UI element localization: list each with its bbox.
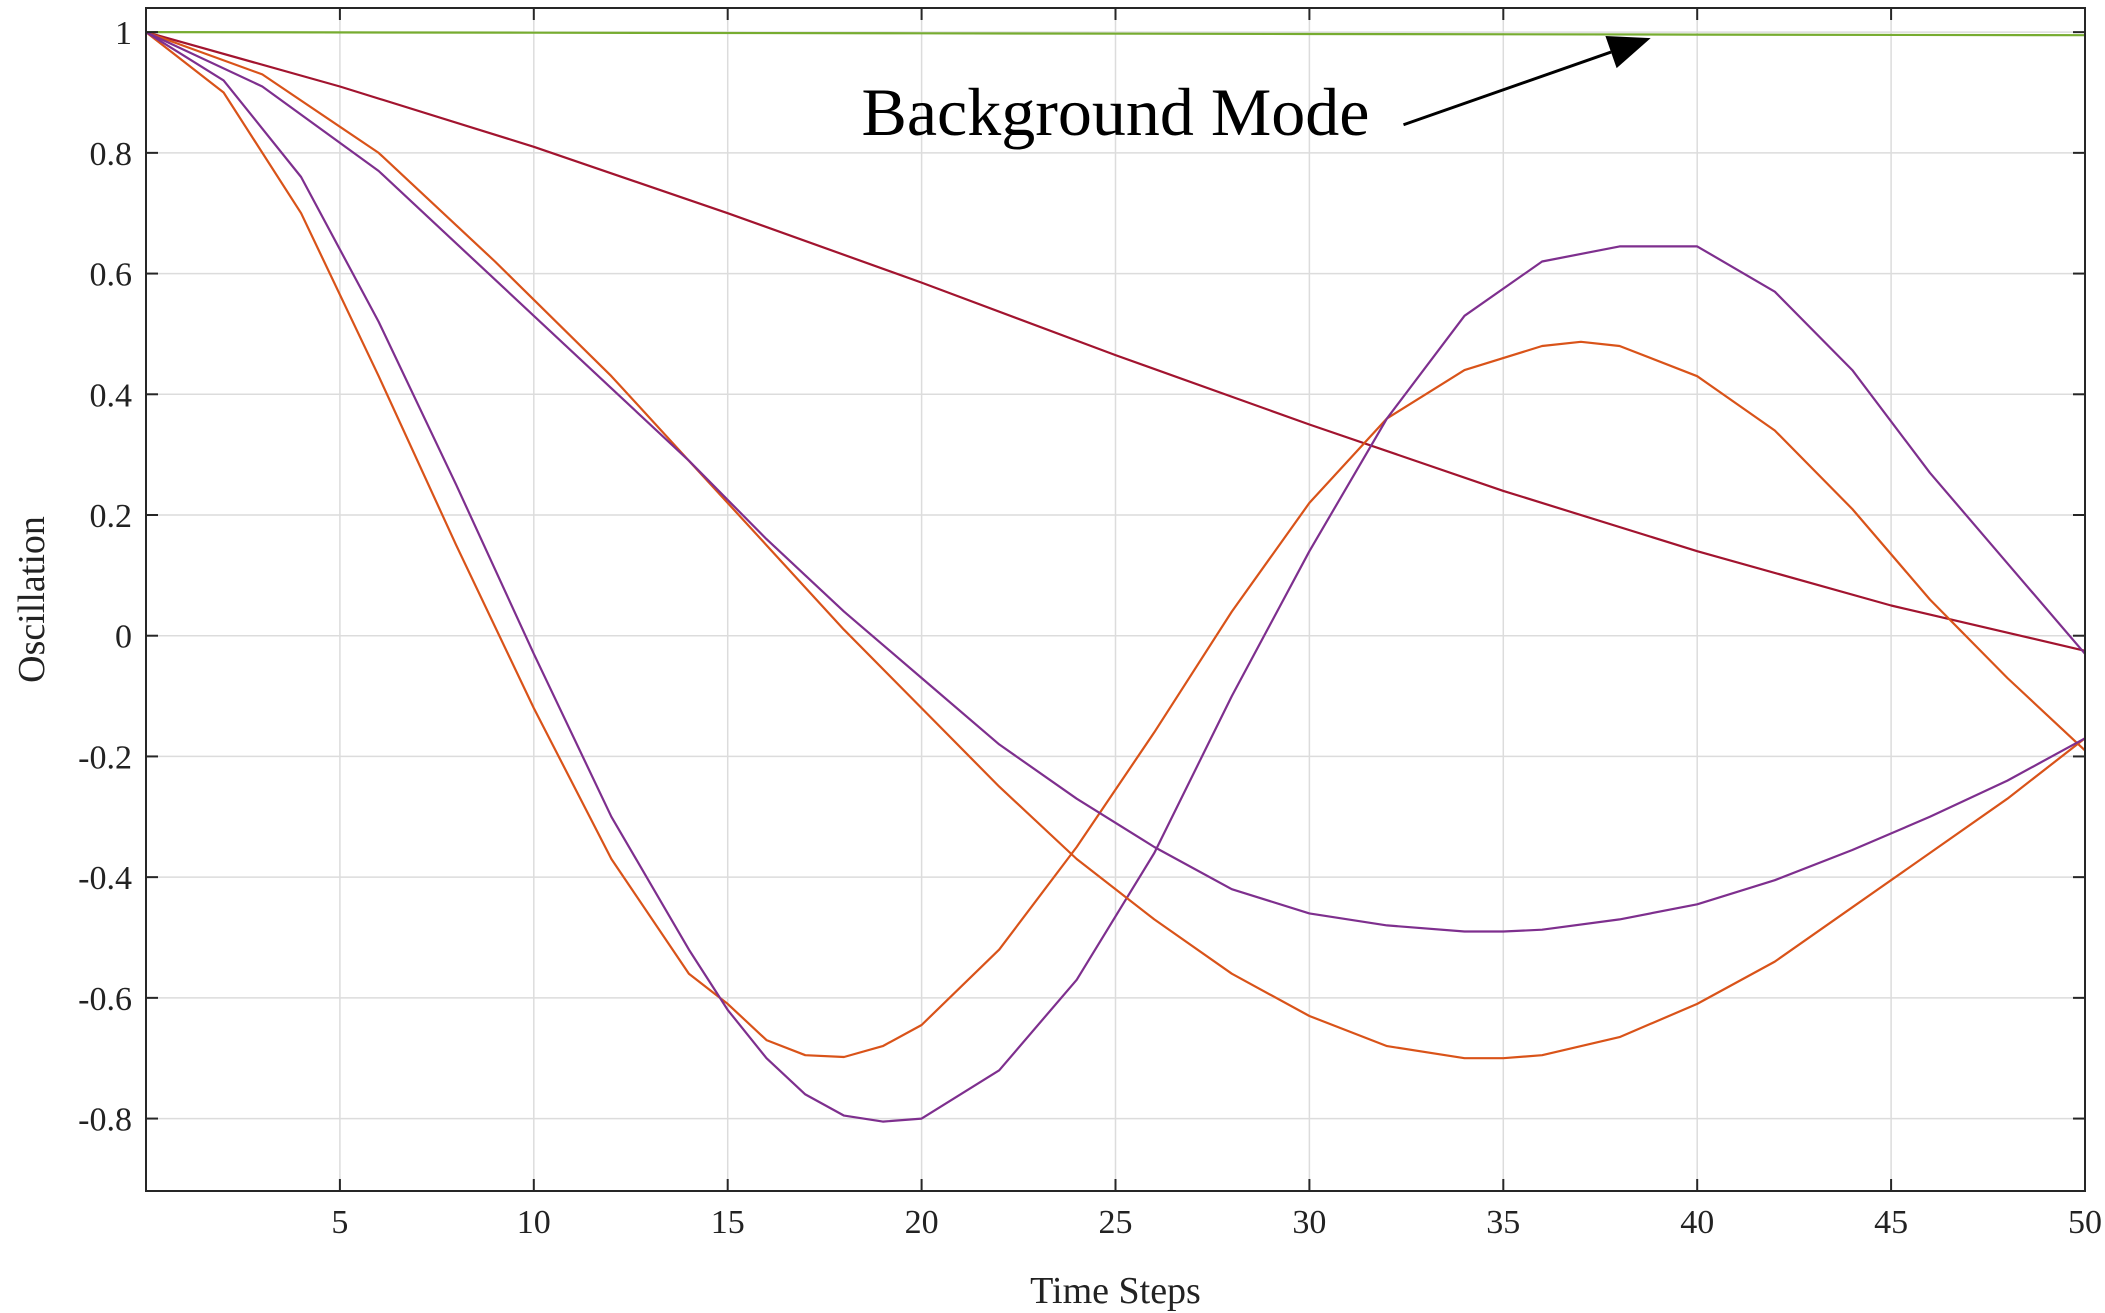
series-line-3 bbox=[145, 31, 2086, 1059]
series-line-4 bbox=[145, 31, 2086, 1123]
annotation-text: Background Mode bbox=[861, 74, 1369, 150]
x-axis-label: Time Steps bbox=[1030, 1270, 1201, 1312]
x-tick-label: 30 bbox=[1292, 1204, 1326, 1241]
y-tick-label: -0.6 bbox=[78, 981, 132, 1018]
annotation-arrowhead bbox=[1605, 36, 1651, 69]
series-line-2 bbox=[145, 31, 2086, 652]
y-tick-label: 0 bbox=[115, 619, 132, 656]
y-tick-label: 0.6 bbox=[90, 257, 133, 294]
x-tick-label: 20 bbox=[905, 1204, 939, 1241]
series-line-1 bbox=[145, 30, 2086, 37]
series-lines bbox=[145, 30, 2086, 1123]
x-tick-label: 10 bbox=[517, 1204, 551, 1241]
y-tick-label: -0.2 bbox=[78, 739, 132, 776]
annotation-arrow bbox=[1403, 50, 1612, 127]
y-tick-label: -0.8 bbox=[78, 1102, 132, 1139]
x-tick-label: 25 bbox=[1099, 1204, 1133, 1241]
x-tick-label: 50 bbox=[2068, 1204, 2102, 1241]
x-axis-ticks: 5 10 15 20 25 30 35 40 45 50 bbox=[331, 8, 2102, 1241]
y-tick-label: 0.4 bbox=[90, 377, 133, 414]
x-tick-label: 35 bbox=[1486, 1204, 1520, 1241]
y-axis-label: Oscillation bbox=[11, 516, 53, 683]
series-line-6 bbox=[145, 31, 2086, 933]
x-tick-label: 40 bbox=[1680, 1204, 1714, 1241]
grid bbox=[146, 8, 2086, 1191]
x-tick-label: 5 bbox=[331, 1204, 348, 1241]
annotation: Background Mode bbox=[861, 36, 1651, 150]
y-axis-ticks: 1 0.8 0.6 0.4 0.2 0 -0.2 -0.4 -0.6 -0.8 bbox=[78, 15, 2085, 1139]
series-line-5 bbox=[145, 31, 2086, 1060]
y-tick-label: -0.4 bbox=[78, 860, 132, 897]
y-tick-label: 0.8 bbox=[90, 136, 133, 173]
y-tick-label: 1 bbox=[115, 15, 132, 52]
x-tick-label: 45 bbox=[1874, 1204, 1908, 1241]
y-tick-label: 0.2 bbox=[90, 498, 133, 535]
x-tick-label: 15 bbox=[711, 1204, 745, 1241]
